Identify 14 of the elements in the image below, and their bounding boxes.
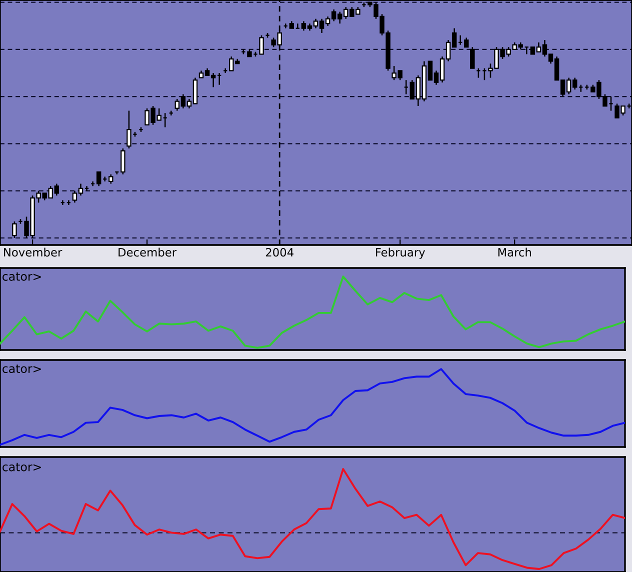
x-tick-label: November [4,248,62,257]
candlestick [464,37,469,48]
x-tick-label: December [118,248,177,257]
chart-title: cator> [2,364,41,374]
candlestick [108,174,114,184]
candlestick [12,220,17,239]
candlestick [470,46,475,69]
x-tick-label: March [498,248,531,257]
candlestick [120,148,126,175]
x-tick-label: February [376,248,425,259]
chart-title: cator> [2,272,41,281]
chart-title: cator> [2,462,41,472]
x-tick-label: 2004 [266,248,294,257]
candlestick [96,171,102,187]
